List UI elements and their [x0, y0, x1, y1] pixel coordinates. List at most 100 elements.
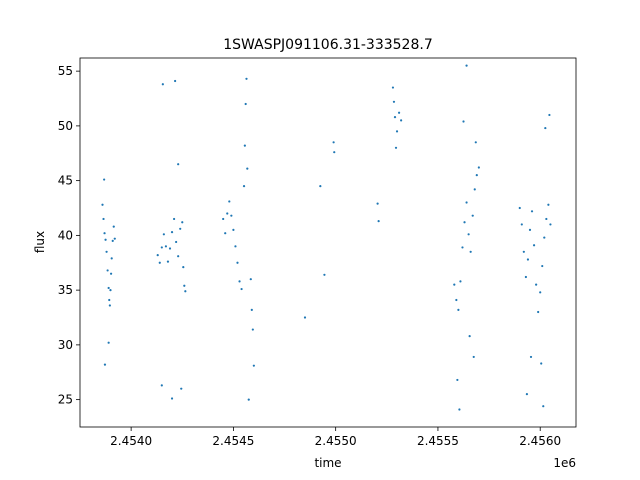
data-point [395, 130, 399, 133]
plot-area-frame [79, 57, 577, 428]
data-point [109, 289, 112, 292]
data-point [524, 275, 527, 279]
data-point [323, 273, 326, 276]
data-point [543, 236, 546, 239]
y-tick-label: 40 [58, 228, 73, 242]
data-point [161, 83, 164, 86]
data-point [473, 188, 476, 191]
data-point [247, 398, 250, 401]
data-point [530, 210, 534, 213]
data-point [181, 221, 184, 224]
data-point [234, 245, 237, 248]
data-point [474, 141, 477, 144]
data-point [107, 286, 110, 290]
data-point [549, 223, 552, 226]
y-axis-label: flux [33, 231, 47, 253]
data-point [461, 246, 464, 249]
data-point [240, 287, 243, 291]
data-point [457, 308, 460, 311]
data-point [541, 264, 544, 268]
data-point [522, 250, 525, 253]
data-point [170, 397, 174, 400]
data-point [103, 363, 107, 366]
y-tick-label: 50 [58, 119, 73, 133]
data-point [103, 232, 106, 235]
data-point [392, 100, 396, 103]
data-point [242, 185, 246, 188]
data-point [166, 260, 170, 263]
data-point [170, 231, 174, 234]
data-point [397, 111, 401, 114]
data-point [547, 203, 550, 206]
data-point [303, 316, 307, 319]
data-point [228, 200, 231, 203]
y-tick-label: 55 [58, 64, 73, 78]
data-point [532, 244, 536, 247]
data-point [107, 341, 110, 344]
data-point [525, 393, 529, 396]
data-point [232, 228, 235, 232]
data-point [377, 220, 380, 223]
data-point [177, 255, 180, 258]
data-point [319, 185, 322, 188]
data-point [477, 166, 480, 169]
x-tick-label: 2.4555 [417, 434, 459, 448]
data-point [468, 335, 471, 338]
data-point [105, 250, 108, 253]
data-point [108, 304, 111, 307]
data-point [113, 237, 116, 240]
data-point [160, 246, 163, 249]
data-point [394, 146, 398, 149]
y-tick-label: 35 [58, 283, 73, 297]
data-point [548, 113, 551, 117]
data-point [109, 272, 113, 275]
data-point [456, 378, 459, 382]
data-point [183, 284, 186, 287]
x-tick-label: 2.4550 [315, 434, 357, 448]
data-point [179, 227, 182, 230]
y-tick-label: 45 [58, 174, 73, 188]
data-point [542, 405, 545, 408]
data-points [101, 64, 552, 411]
data-point [112, 225, 115, 228]
data-point [475, 174, 478, 177]
data-point [535, 283, 538, 286]
y-axis-ticks: 25 30 35 40 45 50 55 [58, 64, 80, 407]
data-point [520, 223, 523, 226]
data-point [230, 214, 233, 217]
data-point [459, 280, 462, 283]
data-point [455, 298, 458, 302]
chart-title: 1SWASPJ091106.31-333528.7 [223, 37, 432, 53]
data-point [462, 120, 465, 123]
data-point [540, 362, 543, 365]
data-point [177, 163, 180, 166]
data-point [244, 102, 247, 106]
data-point [111, 239, 114, 242]
data-point [529, 355, 533, 359]
data-point [238, 280, 241, 283]
x-tick-label: 2.4540 [110, 434, 152, 448]
data-point [472, 355, 475, 359]
data-point [184, 290, 187, 293]
data-point [471, 214, 474, 217]
data-point [465, 64, 468, 67]
data-point [251, 328, 254, 331]
data-point [243, 144, 246, 147]
data-point [528, 228, 532, 232]
data-point [172, 217, 176, 221]
data-point [393, 116, 397, 119]
data-point [108, 298, 111, 302]
data-point [164, 245, 168, 248]
data-point [102, 217, 105, 221]
x-tick-label: 2.4545 [212, 434, 254, 448]
data-point [526, 258, 530, 261]
data-point [224, 232, 227, 235]
x-axis-label: time [314, 456, 341, 470]
data-point [103, 178, 106, 181]
data-point [539, 291, 542, 294]
data-point [333, 151, 336, 154]
data-point [376, 202, 379, 205]
data-point [180, 387, 183, 390]
data-point [467, 233, 470, 236]
